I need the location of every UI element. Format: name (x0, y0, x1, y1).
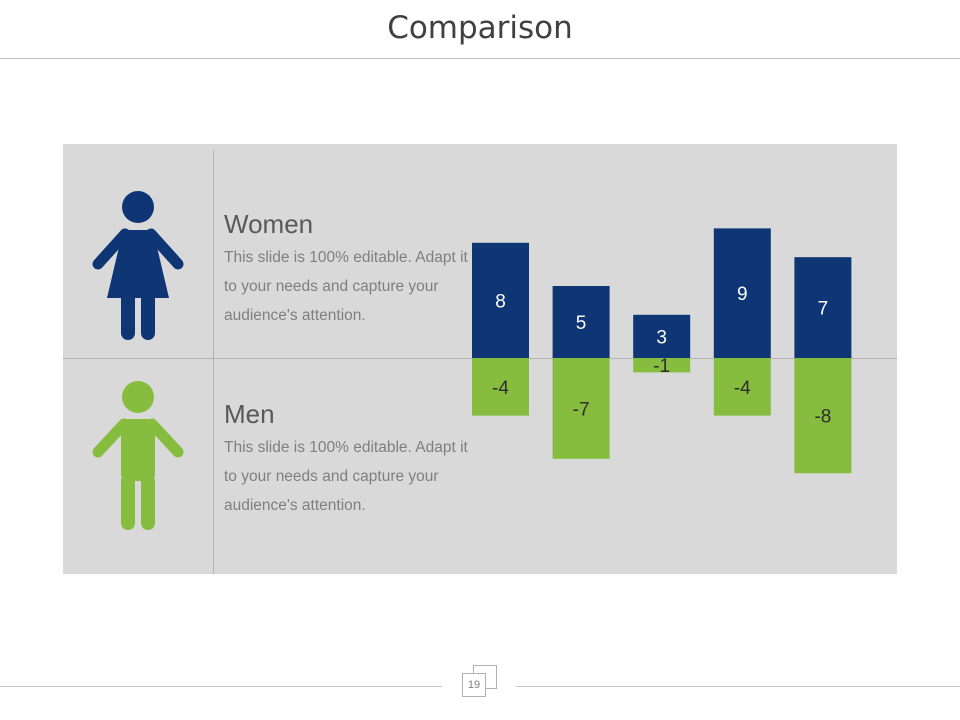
women-value-label-2: 5 (576, 313, 587, 334)
women-description: This slide is 100% editable. Adapt it to… (224, 249, 468, 324)
men-bar-2 (552, 358, 610, 459)
page-number: 19 (462, 673, 486, 697)
men-value-label-2: -7 (573, 399, 590, 420)
men-bar-4 (713, 358, 771, 416)
women-value-label-1: 8 (495, 291, 506, 312)
vertical-divider (213, 150, 214, 574)
men-bar-1 (472, 358, 529, 416)
men-heading: Men (224, 399, 275, 429)
man-icon (90, 380, 186, 532)
men-value-label-3: -1 (653, 356, 670, 377)
title-divider (0, 58, 960, 59)
comparison-panel: Women This slide is 100% editable. Adapt… (63, 144, 897, 574)
women-value-label-4: 9 (737, 284, 748, 305)
men-value-label-5: -8 (814, 407, 831, 428)
men-value-label-4: -4 (734, 378, 751, 399)
woman-icon (90, 190, 186, 342)
footer-divider-left (0, 686, 442, 687)
women-bar-1 (472, 242, 529, 358)
men-value-label-1: -4 (492, 378, 509, 399)
women-value-label-3: 3 (656, 327, 667, 348)
men-description: This slide is 100% editable. Adapt it to… (224, 439, 468, 514)
men-bar-3 (633, 358, 691, 373)
women-value-label-5: 7 (818, 299, 829, 320)
footer-divider-right (516, 686, 960, 687)
slide-title: Comparison (387, 10, 573, 46)
women-bar-4 (713, 228, 771, 358)
men-bar-5 (794, 358, 852, 474)
women-bar-5 (794, 257, 852, 358)
comparison-bar-chart: 8 -4 5 -7 3 -1 9 -4 7 -8 (472, 228, 852, 474)
women-bar-3 (633, 314, 691, 358)
women-bar-2 (552, 286, 610, 358)
women-heading: Women (224, 209, 314, 239)
